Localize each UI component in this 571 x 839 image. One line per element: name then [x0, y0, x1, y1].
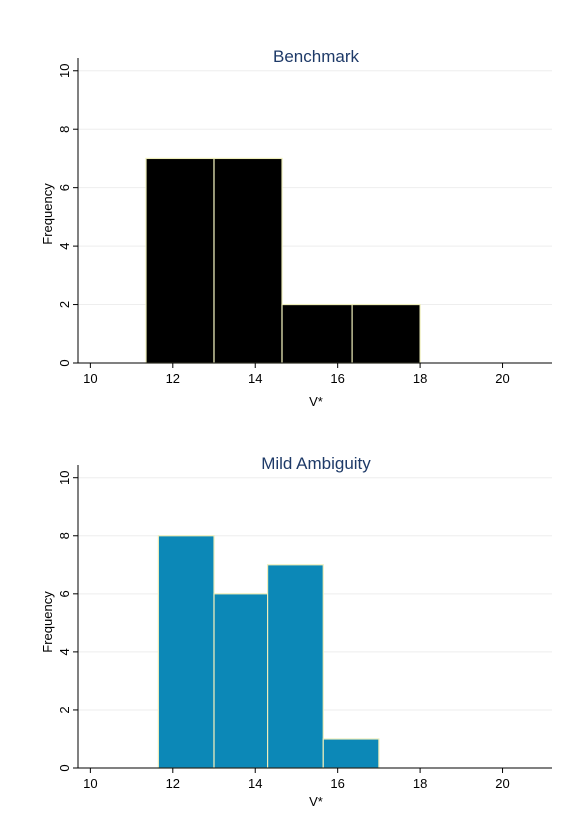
x-tick-label: 20: [495, 776, 509, 791]
histogram-bar: [267, 564, 324, 769]
y-tick-label: 2: [57, 301, 72, 308]
panel-mild-ambiguity: Mild Ambiguity Frequency V* 0 2 4 6 8 10 10 12 1…: [40, 454, 552, 809]
x-tick-label: 16: [330, 776, 344, 791]
chart-title: Mild Ambiguity: [261, 454, 371, 473]
y-tick-label: 0: [57, 359, 72, 366]
histogram-bar: [281, 303, 353, 364]
x-axis-label: V*: [309, 394, 323, 409]
histogram-bar: [351, 303, 421, 364]
panel-benchmark: Benchmark Frequency V* 0 2 4 6 8 10 10 12 14 16 18…: [40, 47, 552, 409]
y-tick-label: 4: [57, 242, 72, 249]
chart-title: Benchmark: [273, 47, 359, 66]
y-tick-label: 8: [57, 532, 72, 539]
histogram-bar: [157, 535, 215, 769]
histogram-bar: [213, 157, 283, 364]
x-tick-label: 10: [83, 371, 97, 386]
y-tick-label: 4: [57, 648, 72, 655]
y-tick-label: 0: [57, 764, 72, 771]
x-tick-label: 14: [248, 776, 262, 791]
x-tick-label: 18: [413, 371, 427, 386]
y-tick-label: 10: [57, 470, 72, 484]
bar-layer: [157, 535, 380, 769]
y-tick-label: 2: [57, 706, 72, 713]
y-tick-label: 6: [57, 590, 72, 597]
y-axis-label: Frequency: [40, 591, 55, 653]
y-tick-label: 8: [57, 126, 72, 133]
histogram-bar: [145, 157, 215, 364]
histogram-bar: [213, 593, 269, 769]
axis-layer: 0 2 4 6 8 10 10 12 14 16 18 20: [57, 58, 552, 386]
x-tick-label: 16: [330, 371, 344, 386]
y-tick-label: 10: [57, 64, 72, 78]
x-tick-label: 12: [166, 776, 180, 791]
y-axis-label: Frequency: [40, 183, 55, 245]
x-axis-label: V*: [309, 794, 323, 809]
x-tick-label: 12: [166, 371, 180, 386]
axis-layer: 0 2 4 6 8 10 10 12 14 16 18 20: [57, 465, 552, 791]
histogram-bar: [322, 738, 380, 769]
x-tick-label: 18: [413, 776, 427, 791]
bar-layer: [145, 157, 421, 364]
x-tick-label: 14: [248, 371, 262, 386]
x-tick-label: 20: [495, 371, 509, 386]
y-tick-label: 6: [57, 184, 72, 191]
x-tick-label: 10: [83, 776, 97, 791]
